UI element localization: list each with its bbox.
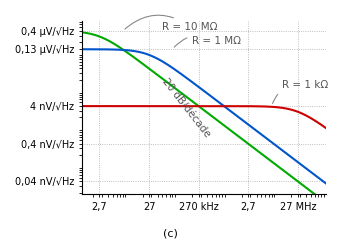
Text: (c): (c) (163, 229, 178, 239)
Text: 20 dB/décade: 20 dB/décade (160, 77, 212, 140)
Text: R = 1 MΩ: R = 1 MΩ (174, 36, 241, 47)
Text: R = 1 kΩ: R = 1 kΩ (272, 80, 328, 103)
Text: R = 10 MΩ: R = 10 MΩ (125, 15, 218, 32)
